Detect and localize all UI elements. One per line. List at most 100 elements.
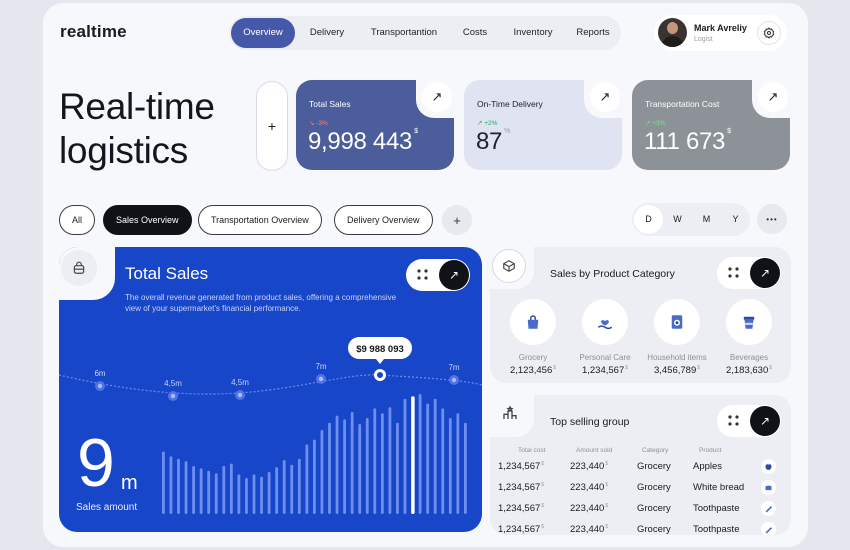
category-value: 3,456,789$ [642, 365, 712, 376]
kpi-change: ↗ +2% [477, 119, 497, 127]
cell-amount-sold: 223,440$ [570, 482, 608, 493]
filter-delivery-overview[interactable]: Delivery Overview [334, 205, 433, 235]
app-logo[interactable]: realtime [60, 22, 127, 41]
cell-amount-value: 223,440 [570, 524, 605, 535]
podium-icon[interactable] [493, 396, 527, 430]
toothpaste-icon [761, 522, 776, 535]
total-sales-panel: 6m 4,5m 4,5m 7m 7m $9 988 093 Total Sales The… [59, 247, 482, 532]
box-icon[interactable] [492, 249, 526, 283]
grid-dots-icon[interactable] [727, 414, 741, 428]
category-household-items[interactable]: Household items 3,456,789$ [642, 299, 712, 376]
chart-bar [448, 418, 452, 514]
chart-bar [245, 478, 248, 514]
category-name: Beverages [729, 353, 769, 362]
col-total-cost[interactable]: Total cost [518, 447, 546, 454]
col-amount-sold[interactable]: Amount sold [576, 447, 613, 454]
period-year[interactable]: Y [732, 214, 739, 224]
nav-overview[interactable]: Overview [231, 18, 295, 48]
kpi-unit: $ [414, 128, 418, 135]
sales-panel-description: The overall revenue generated from produ… [125, 293, 397, 313]
hand-heart-icon [582, 299, 628, 345]
sales-big-label: Sales amount [76, 502, 138, 513]
grid-dots-icon[interactable] [727, 266, 741, 280]
kpi-total-sales[interactable]: ↗ Total Sales ↘ -3% 9,998 443 $ [296, 78, 456, 170]
point-label: 4,5m [231, 378, 249, 387]
chart-bar [358, 424, 362, 514]
open-arrow-icon[interactable]: ↗ [750, 406, 780, 436]
chart-bar [267, 472, 271, 514]
grid-dots-icon[interactable] [416, 268, 430, 282]
filter-sales-overview[interactable]: Sales Overview [103, 205, 192, 235]
category-value-number: 1,234,567 [581, 365, 625, 377]
cell-product: White bread [693, 482, 745, 493]
chart-bar [169, 456, 173, 514]
open-arrow-icon[interactable]: ↗ [750, 258, 780, 288]
cell-unit: $ [605, 461, 609, 467]
sales-big-unit: m [121, 472, 138, 494]
shopping-bag-icon[interactable] [61, 250, 97, 286]
cell-amount-sold: 223,440$ [570, 461, 608, 472]
highlighted-bar [411, 396, 415, 514]
category-name: Grocery [518, 353, 548, 362]
period-month[interactable]: M [702, 214, 711, 224]
chart-bar [350, 412, 354, 514]
sales-chart: 6m 4,5m 4,5m 7m 7m $9 988 093 [59, 337, 482, 514]
add-widget-button[interactable]: + [256, 81, 288, 171]
washing-machine-icon [654, 299, 700, 345]
toothpaste-icon [761, 501, 776, 516]
col-product[interactable]: Product [699, 447, 722, 454]
period-day[interactable]: D [634, 205, 663, 234]
trend-up-icon: ↗ [645, 120, 653, 127]
cell-amount-value: 223,440 [570, 503, 605, 515]
nav-costs[interactable]: Costs [462, 27, 488, 38]
arrow-up-right-icon[interactable]: ↗ [758, 82, 788, 112]
user-menu[interactable]: Mark Avreliy Logist [654, 15, 787, 51]
tooltip-value: $9 988 093 [356, 344, 404, 355]
nav-reports[interactable]: Reports [576, 27, 610, 38]
chart-bar [222, 466, 226, 514]
cell-total-cost: 1,234,567$ [498, 524, 544, 535]
category-personal-care[interactable]: Personal Care 1,234,567$ [570, 299, 640, 376]
cell-unit: $ [541, 503, 545, 509]
nav-delivery[interactable]: Delivery [309, 27, 345, 38]
coffee-cup-icon [726, 299, 772, 345]
top-selling-title: Top selling group [550, 416, 630, 428]
arrow-up-right-icon[interactable]: ↗ [590, 82, 620, 112]
chart-bar [343, 419, 346, 514]
category-unit: $ [625, 365, 629, 371]
chart-bar [199, 468, 203, 514]
category-beverages[interactable]: Beverages 2,183,630$ [714, 299, 784, 376]
chart-bar [320, 430, 324, 514]
kpi-value: 87% [476, 128, 510, 156]
open-arrow-icon[interactable]: ↗ [439, 260, 469, 290]
col-category[interactable]: Category [642, 447, 669, 454]
add-filter-button[interactable]: + [442, 205, 472, 235]
gear-icon[interactable] [757, 21, 781, 45]
top-selling-panel: Top selling group ↗ Total cost Amount so… [490, 395, 791, 535]
nav-transportation[interactable]: Transportantion [370, 27, 438, 38]
chart-bar [313, 439, 316, 514]
period-week[interactable]: W [673, 214, 682, 224]
nav-inventory[interactable]: Inventory [513, 27, 553, 38]
filter-transportation-overview[interactable]: Transportation Overview [198, 205, 322, 235]
chart-bar [214, 473, 218, 514]
category-grocery[interactable]: Grocery 2,123,456$ [498, 299, 568, 376]
cell-amount-sold: 223,440$ [570, 524, 608, 535]
arrow-up-right-icon[interactable]: ↗ [422, 82, 452, 112]
category-unit: $ [553, 365, 557, 371]
category-value: 2,123,456$ [498, 365, 568, 376]
point-label: 7m [315, 362, 326, 371]
kpi-unit: % [504, 128, 511, 135]
chart-bar [290, 464, 294, 514]
category-value: 1,234,567$ [570, 365, 640, 376]
kpi-transportation-cost[interactable]: ↗ Transportation Cost ↗ +3% 111 673 $ [632, 78, 792, 170]
kpi-on-time-delivery[interactable]: ↗ On-Time Delivery ↗ +2% 87% [464, 78, 624, 170]
filter-all[interactable]: All [59, 205, 96, 235]
sales-panel-controls: ↗ [406, 259, 470, 291]
kpi-label: On-Time Delivery [477, 99, 543, 109]
category-unit: $ [769, 365, 773, 371]
more-options-button[interactable]: ••• [757, 204, 787, 234]
dashboard-card: realtime Overview Delivery Transportanti… [43, 3, 808, 547]
cell-unit: $ [541, 461, 545, 467]
avatar [658, 18, 687, 47]
